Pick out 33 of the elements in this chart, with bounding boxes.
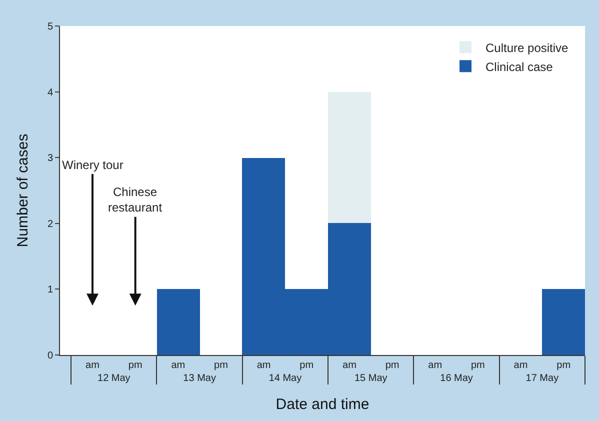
annotation: Winery tour xyxy=(62,158,124,172)
x-tick-label: am xyxy=(428,360,442,371)
y-tick-label: 4 xyxy=(47,87,54,98)
annotation: Chinese restaurant xyxy=(108,185,163,215)
x-tick-label: pm xyxy=(470,360,485,371)
text: 15 May xyxy=(354,373,388,384)
y-tick-label: 0 xyxy=(47,350,54,362)
x-tick-label: pm xyxy=(128,360,142,371)
text: 14 May xyxy=(268,373,302,384)
x-axis-title: Date and time xyxy=(276,396,370,413)
x-tick-label: pm xyxy=(214,360,228,371)
bar xyxy=(157,289,200,355)
legend-label: Culture positive xyxy=(486,40,569,55)
legend-label: Clinical case xyxy=(486,60,554,74)
x-tick-label: am xyxy=(86,360,100,371)
x-tick-label: pm xyxy=(556,360,571,371)
x-tick-label: am xyxy=(171,360,186,371)
x-tick-label: am xyxy=(342,360,356,371)
y-tick-label: 5 xyxy=(47,22,54,32)
text: 16 May xyxy=(440,373,473,384)
x-tick-label: pm xyxy=(300,360,314,371)
y-tick-label: 2 xyxy=(47,218,54,230)
x-tick-label: am xyxy=(514,360,528,371)
x-tick-label: am xyxy=(256,360,271,371)
y-tick-label: 3 xyxy=(47,153,54,164)
text: 17 May xyxy=(526,373,559,384)
text: 13 May xyxy=(183,373,216,384)
text: 12 May xyxy=(98,373,130,384)
y-tick-label: 1 xyxy=(47,284,54,296)
bar xyxy=(328,92,371,223)
x-tick-label: pm xyxy=(385,360,400,371)
y-axis-title: Number of cases xyxy=(14,134,32,248)
bar xyxy=(542,289,585,355)
